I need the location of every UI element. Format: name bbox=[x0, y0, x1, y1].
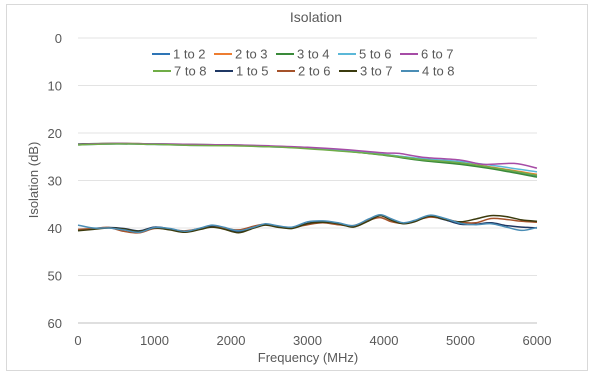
legend-item: 1 to 5 bbox=[215, 64, 269, 79]
y-axis-label: Isolation (dB) bbox=[26, 142, 41, 219]
y-tick-label: 10 bbox=[48, 79, 62, 94]
legend-item: 2 to 3 bbox=[214, 47, 268, 62]
legend-item: 2 to 6 bbox=[277, 64, 331, 79]
legend-label: 6 to 7 bbox=[421, 47, 454, 62]
legend-label: 1 to 2 bbox=[173, 47, 206, 62]
x-tick-labels: 0 1000 2000 3000 4000 5000 6000 bbox=[74, 333, 551, 348]
legend: 1 to 2 2 to 3 3 to 4 5 to 6 6 to 7 7 to 8 1 to… bbox=[152, 47, 455, 79]
series-lines bbox=[77, 142, 538, 234]
series-line-4-to-8 bbox=[77, 213, 538, 234]
legend-label: 7 to 8 bbox=[174, 64, 207, 79]
legend-item: 7 to 8 bbox=[153, 64, 207, 79]
legend-item: 3 to 4 bbox=[276, 47, 330, 62]
legend-label: 2 to 6 bbox=[298, 64, 331, 79]
legend-label: 4 to 8 bbox=[422, 64, 455, 79]
gridlines bbox=[78, 37, 537, 324]
chart-frame bbox=[6, 4, 588, 371]
x-tick-label: 4000 bbox=[370, 333, 399, 348]
legend-label: 2 to 3 bbox=[235, 47, 268, 62]
chart-title: Isolation bbox=[290, 9, 342, 25]
x-tick-label: 2000 bbox=[217, 333, 246, 348]
series-line-7-to-8 bbox=[77, 143, 538, 177]
y-tick-label: 50 bbox=[48, 269, 62, 284]
x-tick-label: 1000 bbox=[140, 333, 169, 348]
y-tick-labels: 0 10 20 30 40 50 60 bbox=[48, 31, 62, 331]
x-tick-label: 3000 bbox=[293, 333, 322, 348]
legend-item: 1 to 2 bbox=[152, 47, 206, 62]
legend-item: 6 to 7 bbox=[400, 47, 454, 62]
y-tick-label: 30 bbox=[48, 174, 62, 189]
y-tick-label: 0 bbox=[55, 31, 62, 46]
legend-item: 4 to 8 bbox=[401, 64, 455, 79]
legend-label: 1 to 5 bbox=[236, 64, 269, 79]
legend-label: 3 to 7 bbox=[360, 64, 393, 79]
legend-label: 5 to 6 bbox=[359, 47, 392, 62]
legend-label: 3 to 4 bbox=[297, 47, 330, 62]
x-tick-label: 5000 bbox=[446, 333, 475, 348]
y-tick-label: 20 bbox=[48, 126, 62, 141]
y-tick-label: 40 bbox=[48, 221, 62, 236]
legend-item: 3 to 7 bbox=[339, 64, 393, 79]
x-tick-label: 6000 bbox=[523, 333, 552, 348]
y-tick-label: 60 bbox=[48, 316, 62, 331]
x-axis-label: Frequency (MHz) bbox=[258, 350, 358, 365]
legend-item: 5 to 6 bbox=[338, 47, 392, 62]
x-tick-label: 0 bbox=[74, 333, 81, 348]
